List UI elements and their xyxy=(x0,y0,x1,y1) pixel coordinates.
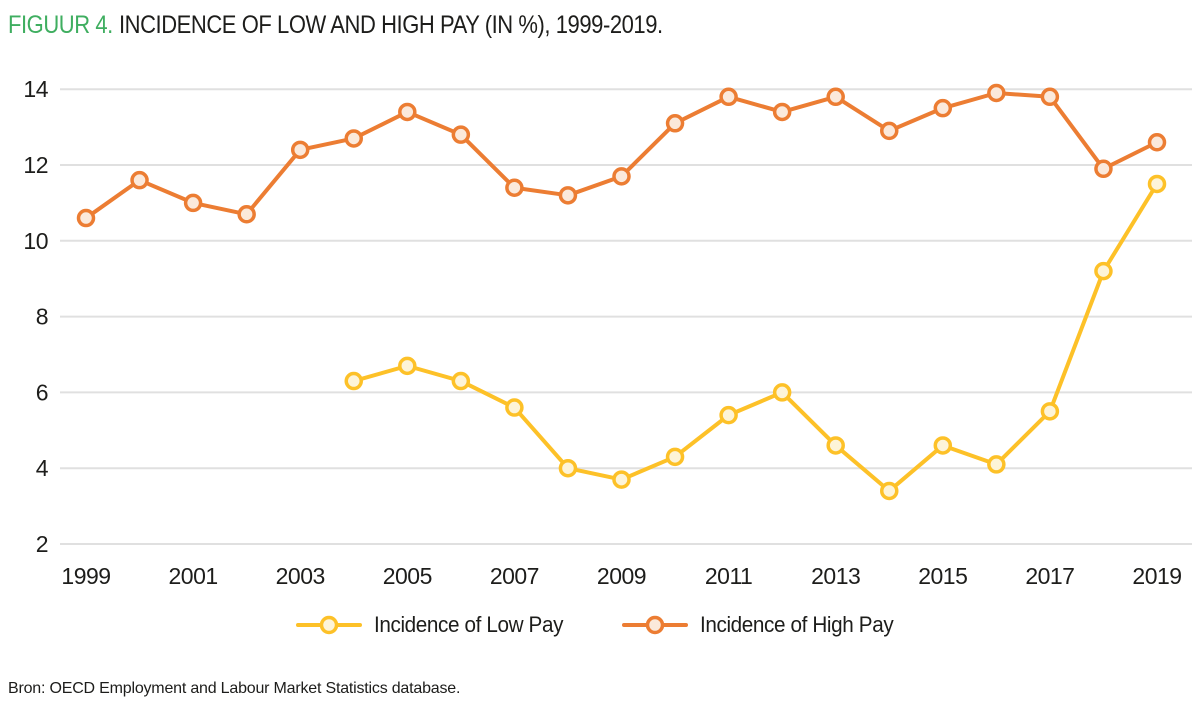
data-point-marker-incidence-of-high-pay xyxy=(451,125,471,144)
y-axis-tick-label: 8 xyxy=(36,304,48,330)
data-point-marker-incidence-of-high-pay xyxy=(826,87,845,107)
data-point-marker-incidence-of-high-pay xyxy=(665,114,685,133)
x-axis-tick-label: 2015 xyxy=(918,563,967,589)
data-point-marker-incidence-of-high-pay xyxy=(933,98,953,118)
data-point-marker-incidence-of-high-pay xyxy=(237,205,256,224)
data-point-marker-incidence-of-low-pay xyxy=(1147,174,1167,194)
data-point-marker-incidence-of-low-pay xyxy=(933,436,953,455)
series-line-incidence-of-high-pay xyxy=(84,90,1159,221)
data-point-marker-incidence-of-high-pay xyxy=(558,186,578,205)
x-axis-tick-label: 2013 xyxy=(811,563,860,589)
data-point-marker-incidence-of-high-pay xyxy=(1094,159,1113,179)
chart-legend: Incidence of Low Pay Incidence of High P… xyxy=(0,612,1200,638)
y-axis-tick-label: 10 xyxy=(23,228,48,254)
y-axis-tick-label: 6 xyxy=(36,379,48,405)
data-point-marker-incidence-of-low-pay xyxy=(398,356,417,376)
legend-marker-icon xyxy=(645,615,664,635)
legend-item-low-pay: Incidence of Low Pay xyxy=(295,612,575,638)
y-axis-tick-label: 2 xyxy=(36,531,48,557)
data-point-marker-incidence-of-low-pay xyxy=(987,455,1006,474)
figure-heading: INCIDENCE OF LOW AND HIGH PAY (IN %), 19… xyxy=(118,11,663,39)
data-point-marker-incidence-of-low-pay xyxy=(344,371,363,391)
x-axis-tick-label: 2019 xyxy=(1132,563,1181,589)
data-point-marker-incidence-of-high-pay xyxy=(344,129,363,148)
data-point-marker-incidence-of-high-pay xyxy=(183,193,203,213)
legend-label-high-pay: Incidence of High Pay xyxy=(699,612,894,637)
legend-item-high-pay: Incidence of High Pay xyxy=(621,612,906,638)
data-point-marker-incidence-of-high-pay xyxy=(880,121,899,141)
data-point-marker-incidence-of-low-pay xyxy=(558,458,578,478)
data-point-marker-incidence-of-low-pay xyxy=(451,371,471,391)
high-pay-line-swatch-icon xyxy=(621,615,688,635)
figure-title: FIGUUR 4. INCIDENCE OF LOW AND HIGH PAY (… xyxy=(8,11,663,40)
low-pay-line-swatch-icon xyxy=(295,615,362,635)
x-axis-tick-label: 2011 xyxy=(705,563,752,589)
data-point-marker-incidence-of-high-pay xyxy=(719,87,738,107)
data-point-marker-incidence-of-low-pay xyxy=(772,383,792,402)
x-axis-tick-label: 2001 xyxy=(169,563,218,589)
data-point-marker-incidence-of-low-pay xyxy=(1094,261,1113,281)
x-axis-tick-label: 1999 xyxy=(61,563,110,589)
x-axis-tick-label: 2005 xyxy=(383,563,432,589)
data-point-marker-incidence-of-high-pay xyxy=(398,102,417,122)
data-point-marker-incidence-of-high-pay xyxy=(290,140,310,160)
series-line-incidence-of-low-pay xyxy=(351,181,1159,493)
data-point-marker-incidence-of-low-pay xyxy=(826,436,845,455)
legend-label-low-pay: Incidence of Low Pay xyxy=(373,612,563,637)
x-axis-tick-label: 2003 xyxy=(276,563,325,589)
data-point-marker-incidence-of-high-pay xyxy=(130,170,149,190)
x-axis-tick-label: 2017 xyxy=(1025,563,1074,589)
data-point-marker-incidence-of-low-pay xyxy=(880,481,899,501)
legend-marker-icon xyxy=(319,615,338,635)
line-chart: 2 4 6 8 10 12 14 1999 2001 2003 2005 2007 2009 2011 20… xyxy=(23,76,1192,589)
data-point-marker-incidence-of-low-pay xyxy=(665,447,685,467)
y-axis-tick-label: 12 xyxy=(23,152,48,178)
data-point-marker-incidence-of-low-pay xyxy=(719,405,738,425)
data-point-marker-incidence-of-high-pay xyxy=(76,208,96,228)
data-point-marker-incidence-of-high-pay xyxy=(505,178,524,197)
x-axis-tick-label: 2007 xyxy=(490,563,539,589)
data-point-marker-incidence-of-high-pay xyxy=(1040,87,1060,107)
source-note: Bron: OECD Employment and Labour Market … xyxy=(8,680,461,697)
y-axis-tick-label: 4 xyxy=(36,455,49,481)
data-point-marker-incidence-of-low-pay xyxy=(505,398,524,417)
figure-label: FIGUUR 4. xyxy=(8,11,113,39)
x-axis-tick-label: 2009 xyxy=(597,563,646,589)
data-point-marker-incidence-of-high-pay xyxy=(612,167,631,186)
data-point-marker-incidence-of-low-pay xyxy=(612,470,631,489)
data-point-marker-incidence-of-high-pay xyxy=(987,83,1006,103)
data-point-marker-incidence-of-high-pay xyxy=(1147,133,1167,152)
y-axis-tick-label: 14 xyxy=(23,76,48,102)
data-point-marker-incidence-of-low-pay xyxy=(1040,402,1060,421)
data-point-marker-incidence-of-high-pay xyxy=(772,102,792,122)
